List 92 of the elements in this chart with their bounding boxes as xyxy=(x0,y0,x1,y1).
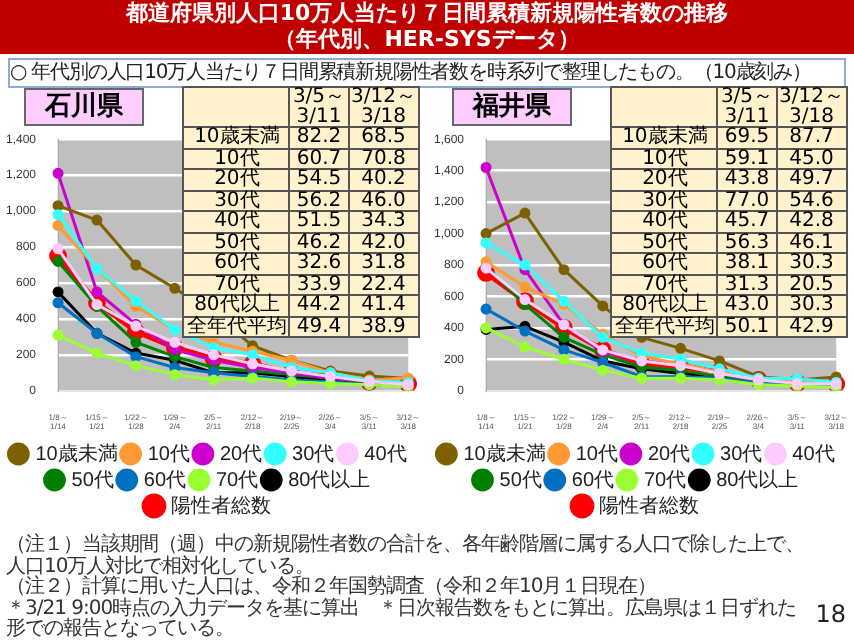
annotation: 10代 xyxy=(183,147,290,169)
annotation: 46.0 xyxy=(348,189,419,211)
legend-label: 50代 xyxy=(499,469,542,492)
annotation: 33.9 xyxy=(289,273,349,295)
text: ○ 年代別の人口10万人当たり７日間累積新規陽性者数を時系列で整理したもの。（10歳刻み） xyxy=(8,58,846,88)
legend-label: 10歳未満 xyxy=(463,441,546,466)
text: ＊3/21 9:00時点の入力データを基に算出 ＊日次報告数をもとに算出。広島県は１日ずれた形での報告となっている。 xyxy=(6,597,799,640)
annotation: 69.5 xyxy=(717,126,777,148)
annotation: 56.3 xyxy=(717,231,777,253)
text: 3/5～3/11 xyxy=(289,86,349,127)
legend-label: 30代 xyxy=(292,443,335,466)
annotation: 30代 xyxy=(611,189,718,211)
annotation: 45.0 xyxy=(776,147,847,169)
annotation: 30.3 xyxy=(776,294,847,316)
text: 3/5～3/11 xyxy=(717,86,777,127)
annotation: 80代以上 xyxy=(183,294,290,316)
annotation: 54.5 xyxy=(289,168,349,190)
chart-title: 福井県 xyxy=(452,88,572,126)
annotation: 42.0 xyxy=(348,231,419,253)
annotation: 20代 xyxy=(183,168,290,190)
annotation: 49.7 xyxy=(776,168,847,190)
annotation: 77.0 xyxy=(717,189,777,211)
annotation: 40代 xyxy=(183,210,290,232)
annotation: 40.2 xyxy=(348,168,419,190)
legend-label: 80代以上 xyxy=(716,467,799,492)
annotation: 30.3 xyxy=(776,252,847,274)
legend-label: 陽性者総数 xyxy=(171,493,271,518)
annotation: 10代 xyxy=(611,147,718,169)
annotation: 46.1 xyxy=(776,231,847,253)
legend-label: 10代 xyxy=(147,443,190,466)
annotation: 50代 xyxy=(183,231,290,253)
annotation: 40代 xyxy=(611,210,718,232)
annotation: 38.1 xyxy=(717,252,777,274)
annotation: 87.7 xyxy=(776,126,847,148)
annotation: 82.2 xyxy=(289,126,349,148)
annotation: 51.5 xyxy=(289,210,349,232)
annotation: 59.1 xyxy=(717,147,777,169)
annotation: 68.5 xyxy=(348,126,419,148)
text: （注１）当該期間（週）中の新規陽性者数の合計を、各年齢階層に属する人口で除した上で、人口10万人対比で相対化している。 xyxy=(6,534,806,577)
annotation: 43.8 xyxy=(717,168,777,190)
annotation: 10歳未満 xyxy=(183,126,290,148)
annotation: 70.8 xyxy=(348,147,419,169)
legend-label: 10代 xyxy=(575,443,618,466)
annotation: 42.9 xyxy=(776,315,847,337)
annotation: 45.7 xyxy=(717,210,777,232)
annotation: 31.8 xyxy=(348,252,419,274)
legend-label: 60代 xyxy=(571,469,614,492)
annotation: 46.2 xyxy=(289,231,349,253)
annotation: 60.7 xyxy=(289,147,349,169)
chart-title: 石川県 xyxy=(24,88,144,126)
annotation: 22.4 xyxy=(348,273,419,295)
text: 都道府県別人口10万人当たり７日間累積新規陽性者数の推移（年代別、HER-SYSデータ） xyxy=(123,0,731,54)
annotation: 50代 xyxy=(611,231,718,253)
legend-label: 60代 xyxy=(143,469,186,492)
text: 3/12～3/18 xyxy=(348,86,419,127)
annotation: 70代 xyxy=(611,273,718,295)
legend-label: 40代 xyxy=(364,443,407,466)
annotation: 34.3 xyxy=(348,210,419,232)
annotation: 60代 xyxy=(611,252,718,274)
legend-label: 陽性者総数 xyxy=(599,493,699,518)
annotation: 30代 xyxy=(183,189,290,211)
annotation: 全年代平均 xyxy=(611,315,718,337)
annotation: 20.5 xyxy=(776,273,847,295)
annotation: 50.1 xyxy=(717,315,777,337)
legend-label: 20代 xyxy=(219,443,263,466)
annotation: 80代以上 xyxy=(611,294,718,316)
annotation: 60代 xyxy=(183,252,290,274)
text: （注２）計算に用いた人口は、令和２年国勢調査（令和２年10月１日現在） xyxy=(6,576,657,598)
annotation: 10歳未満 xyxy=(611,126,718,148)
annotation: 54.6 xyxy=(776,189,847,211)
legend-label: 40代 xyxy=(792,443,835,466)
legend-label: 70代 xyxy=(216,469,259,492)
legend-label: 10歳未満 xyxy=(35,441,118,466)
annotation: 44.2 xyxy=(289,294,349,316)
text: 18 xyxy=(815,600,846,628)
annotation: 41.4 xyxy=(348,294,419,316)
annotation: 56.2 xyxy=(289,189,349,211)
text: 3/12～3/18 xyxy=(776,86,847,127)
legend-label: 50代 xyxy=(71,469,114,492)
annotation: 38.9 xyxy=(348,315,419,337)
annotation: 全年代平均 xyxy=(183,315,290,337)
legend-label: 80代以上 xyxy=(288,467,371,492)
annotation: 32.6 xyxy=(289,252,349,274)
legend-label: 70代 xyxy=(644,469,687,492)
annotation: 20代 xyxy=(611,168,718,190)
legend-label: 30代 xyxy=(720,443,763,466)
annotation: 49.4 xyxy=(289,315,349,337)
legend-label: 20代 xyxy=(647,443,691,466)
annotation: 42.8 xyxy=(776,210,847,232)
annotation: 31.3 xyxy=(717,273,777,295)
annotation: 70代 xyxy=(183,273,290,295)
annotation: 43.0 xyxy=(717,294,777,316)
